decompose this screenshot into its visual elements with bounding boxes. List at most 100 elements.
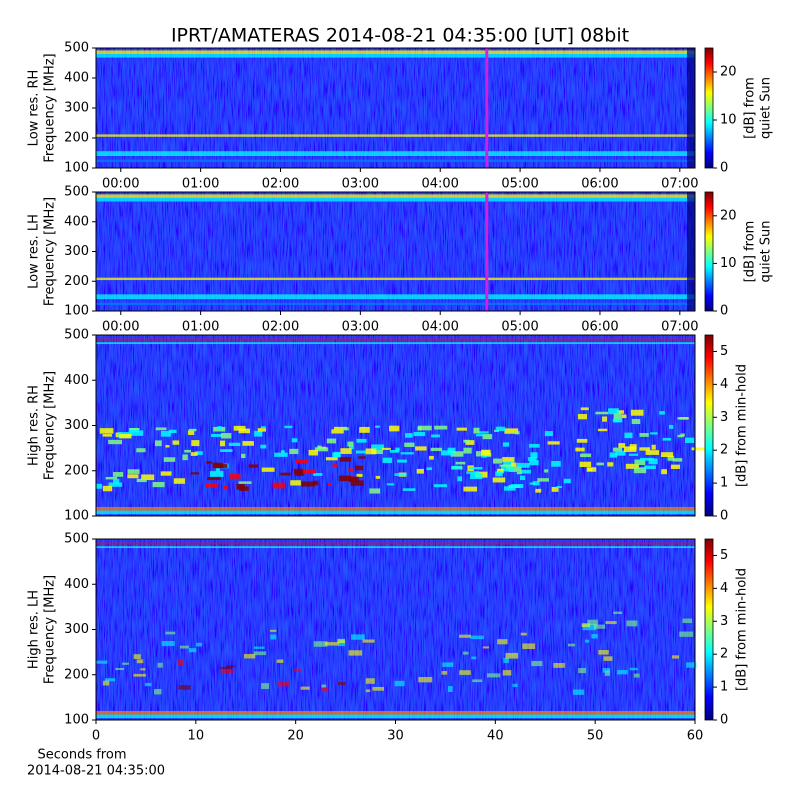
spectrogram-speck xyxy=(160,430,171,437)
spectrogram-speck xyxy=(563,478,571,484)
colorbar xyxy=(704,47,714,169)
spectrogram-speck xyxy=(495,471,503,477)
spectrogram-speck xyxy=(209,471,224,477)
colorbar xyxy=(704,538,714,721)
spectrogram-speck xyxy=(342,427,349,431)
spectrogram-speck xyxy=(238,428,250,434)
spectrogram-speck xyxy=(400,452,414,455)
spectrogram-speck xyxy=(459,634,471,638)
spectrogram-speck xyxy=(190,452,198,456)
spectrogram-speck xyxy=(102,434,112,437)
x-tick-label: 03:00 xyxy=(342,320,379,335)
spectrogram-speck xyxy=(598,650,609,655)
y-tick-label: 100 xyxy=(64,713,89,728)
spectrogram-speck xyxy=(276,659,284,663)
spectrogram-band xyxy=(96,510,695,515)
spectrogram-speck xyxy=(631,418,641,425)
spectrogram-speck xyxy=(679,631,694,637)
spectrogram-speck xyxy=(529,443,540,448)
spectrogram-speck xyxy=(321,684,327,688)
spectrogram-speck xyxy=(326,438,337,444)
spectrogram-speck xyxy=(233,425,246,431)
y-axis-label: High res. LH xyxy=(27,590,42,669)
spectrogram-speck xyxy=(395,447,400,452)
spectrogram-speck xyxy=(667,455,675,461)
spectrogram-speck xyxy=(520,475,526,481)
spectrogram-speck xyxy=(289,448,299,455)
spectrogram-speck xyxy=(465,440,475,445)
spectrogram-speck xyxy=(314,447,329,452)
spectrogram-band xyxy=(96,54,695,58)
spectrogram-speck xyxy=(405,433,413,438)
y-tick-label: 500 xyxy=(64,532,89,547)
spectrogram-band xyxy=(96,542,695,545)
y-tick-label: 500 xyxy=(64,41,89,56)
spectrogram-speck xyxy=(617,669,628,675)
spectrogram-speck xyxy=(332,464,338,467)
spectrogram-speck xyxy=(520,632,527,636)
spectrogram-speck xyxy=(677,434,684,438)
colorbar-tick-label: 20 xyxy=(720,65,737,80)
spectrogram-speck xyxy=(372,686,385,691)
colorbar xyxy=(704,191,714,312)
spectrogram-speck xyxy=(337,638,346,644)
spectrogram-speck xyxy=(639,447,651,451)
spectrogram-speck xyxy=(624,432,633,439)
x-tick-label: 07:00 xyxy=(661,177,698,192)
spectrogram-speck xyxy=(495,426,506,432)
spectrogram-speck xyxy=(205,483,219,488)
spectrogram-speck xyxy=(580,453,592,458)
spectrogram-speck xyxy=(567,643,576,647)
spectrogram-speck xyxy=(240,453,246,459)
spectrogram-speck xyxy=(616,410,624,414)
spectrogram-speck xyxy=(430,447,443,452)
spectrogram-band xyxy=(96,277,695,281)
spectrogram-speck xyxy=(260,444,267,449)
spectrogram-speck xyxy=(475,451,481,457)
spectrogram-speck xyxy=(375,475,381,479)
spectrogram-noise xyxy=(96,48,695,168)
spectrogram-speck xyxy=(317,445,322,450)
y-tick-label: 200 xyxy=(64,463,89,478)
spectrogram-speck xyxy=(575,447,585,452)
spectrogram-speck xyxy=(188,428,197,432)
spectrogram-speck xyxy=(217,426,222,430)
spectrogram-speck xyxy=(602,668,610,673)
spectrogram-speck xyxy=(496,468,504,474)
spectrogram-speck xyxy=(502,670,512,676)
spectrogram-speck xyxy=(670,464,680,469)
chart-title: IPRT/AMATERAS 2014-08-21 04:35:00 [UT] 0… xyxy=(171,25,629,47)
y-tick-label: 200 xyxy=(64,131,89,146)
spectrogram-speck xyxy=(475,434,485,437)
spectrogram-speck xyxy=(382,457,393,463)
spectrogram-speck xyxy=(594,624,606,629)
spectrogram-speck xyxy=(537,478,550,482)
spectrogram-speck xyxy=(530,452,538,459)
y-tick-label: 200 xyxy=(64,274,89,289)
spectrogram-speck xyxy=(242,441,254,446)
spectrogram-speck xyxy=(447,447,456,453)
spectrogram-speck xyxy=(207,476,221,481)
spectrogram-speck xyxy=(522,643,536,649)
spectrogram-speck xyxy=(505,652,519,659)
spectrogram-speck xyxy=(531,660,543,667)
spectrogram-speck xyxy=(351,634,365,640)
spectrogram-speck xyxy=(520,469,531,474)
spectrogram-speck xyxy=(648,458,658,465)
spectrogram-speck xyxy=(608,408,619,415)
spectrogram-speck xyxy=(633,673,640,678)
spectrogram-speck xyxy=(291,438,298,443)
spectrogram-edge xyxy=(687,48,695,168)
spectrogram-speck xyxy=(371,449,383,455)
spectrogram-speck xyxy=(274,452,288,457)
spectrogram-speck xyxy=(350,480,364,486)
spectrogram-speck xyxy=(471,656,477,660)
spectrogram-speck xyxy=(119,433,132,439)
time-marker xyxy=(485,48,489,168)
y-tick-label: 500 xyxy=(64,185,89,200)
spectrogram-speck xyxy=(672,458,683,462)
spectrogram-speck xyxy=(441,670,448,675)
spectrogram-speck xyxy=(301,469,316,474)
spectrogram-speck xyxy=(418,676,433,683)
spectrogram-speck xyxy=(325,642,339,646)
